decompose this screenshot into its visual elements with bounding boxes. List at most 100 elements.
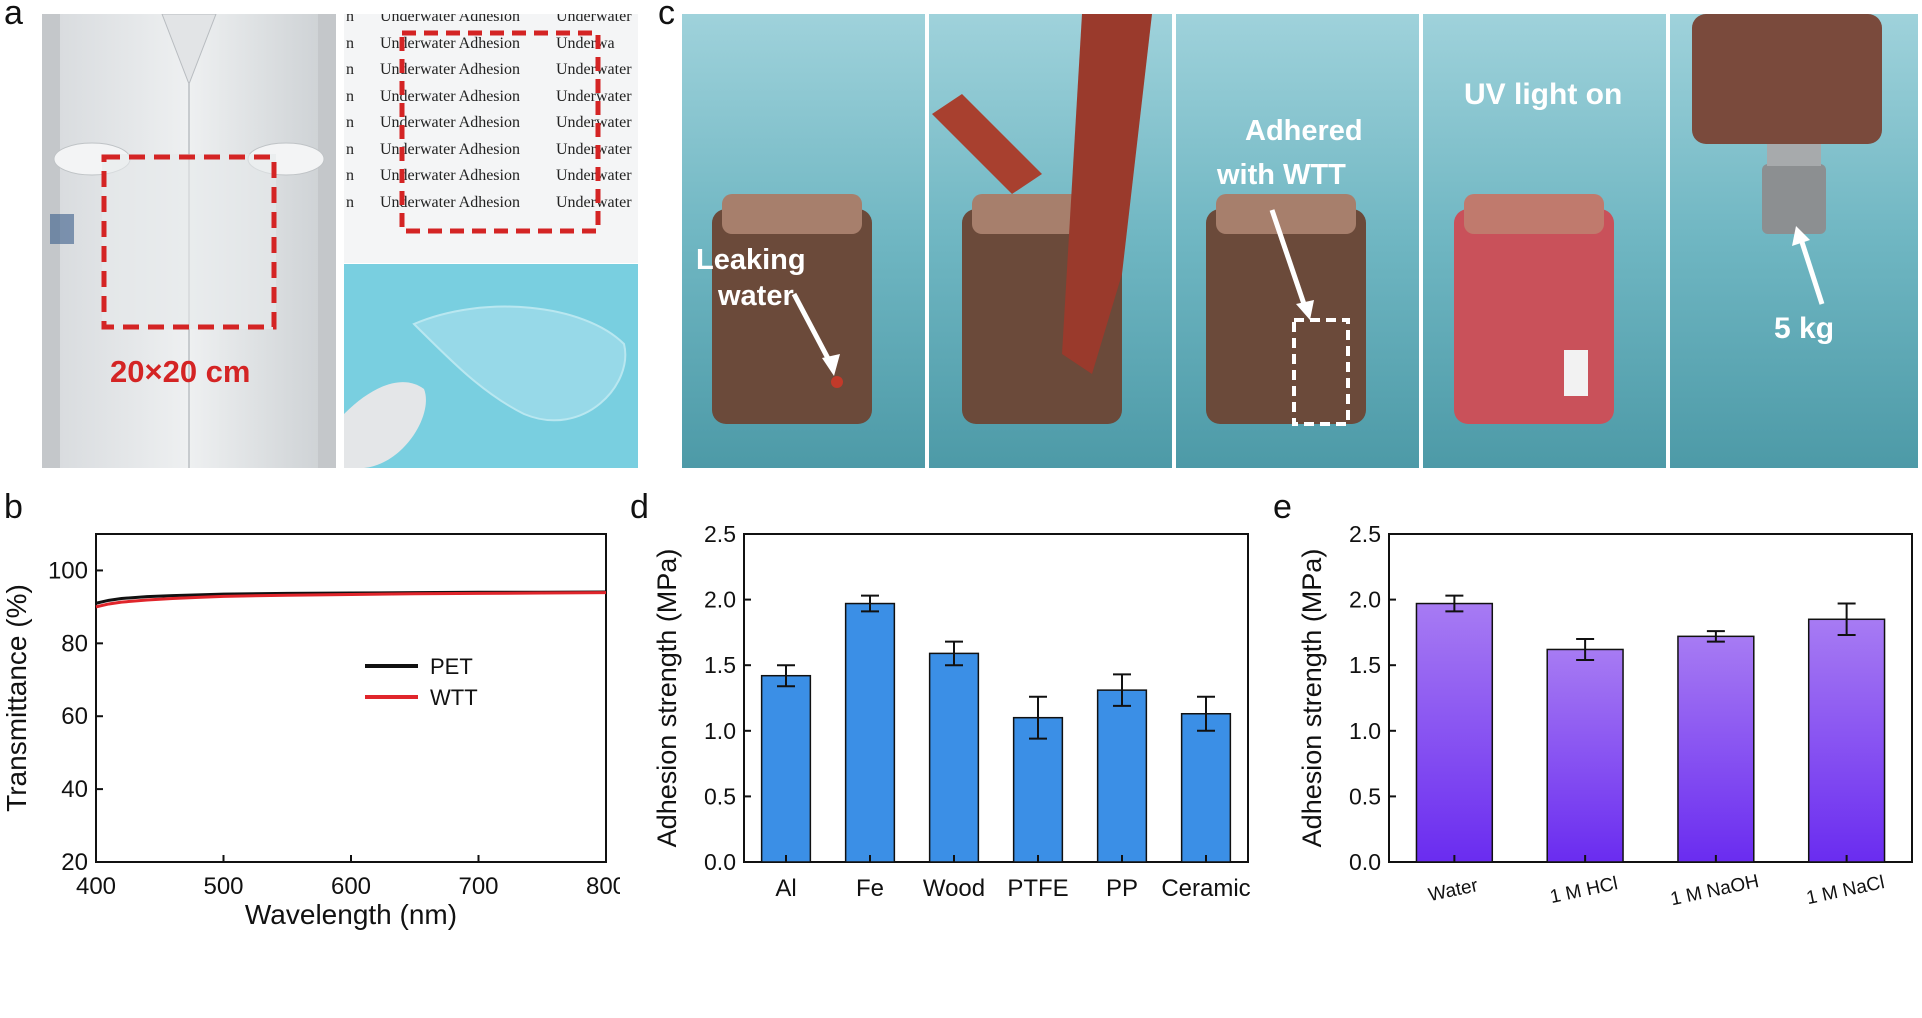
frame-applying xyxy=(929,14,1172,468)
x-tick-label: Wood xyxy=(923,875,985,902)
x-tick-label: 800 xyxy=(586,873,620,900)
photo-text-behind-film: n Underwater Adhesion Underwater n Underwate… xyxy=(344,14,638,263)
x-tick-label: PP xyxy=(1106,875,1138,902)
adhered-label-line1: Adhered xyxy=(1245,115,1363,147)
x-tick-label: 1 M HCl xyxy=(1548,873,1619,908)
paper-text: Underwater xyxy=(556,14,632,25)
panel-label-e: e xyxy=(1273,488,1292,526)
paper-text: Underwater Adhesion xyxy=(380,167,520,184)
bar-pp xyxy=(1096,689,1148,863)
uv-label: UV light on xyxy=(1464,78,1622,111)
paper-text: n xyxy=(346,140,354,158)
y-tick-label: 1.5 xyxy=(1349,652,1381,678)
lab-coat-scene xyxy=(42,14,336,468)
y-tick-label: 1.0 xyxy=(1349,718,1381,744)
x-tick-label: 400 xyxy=(76,873,116,900)
paper-text: Underwater Adhesion xyxy=(380,34,520,52)
photo-bent-film xyxy=(344,264,638,468)
x-tick-label: Water xyxy=(1427,875,1481,906)
panel-label-c: c xyxy=(658,0,675,32)
film-size-label: 20×20 cm xyxy=(110,354,251,389)
arrow-weight xyxy=(1792,226,1825,305)
x-tick-label: 700 xyxy=(458,873,498,900)
x-tick-label: Fe xyxy=(856,875,884,902)
bar-1-m-nacl xyxy=(1807,618,1886,863)
panel-label-d: d xyxy=(630,488,649,526)
paper-text: n xyxy=(346,193,354,211)
paper-text: Underwater Adhesion xyxy=(380,14,520,25)
bar-fe xyxy=(844,602,896,863)
y-tick-label: 1.5 xyxy=(704,652,736,678)
x-tick-label: 500 xyxy=(203,873,243,900)
chart-adhesion-substrates: 0.0 0.5 1.0 1.5 2.0 2.5 Adhesion strength (MPa… xyxy=(652,521,1251,902)
chart-adhesion-solutions: 0.0 0.5 1.0 1.5 2.0 2.5 Adhesion strength (MPa… xyxy=(1297,521,1913,910)
paper-text: n xyxy=(346,87,354,105)
x-tick-label: 600 xyxy=(331,873,371,900)
y-tick-label: 20 xyxy=(61,849,88,876)
y-tick-label: 60 xyxy=(61,703,88,730)
plot-frame xyxy=(743,533,1249,863)
bar-water xyxy=(1415,602,1494,863)
paper-text: n xyxy=(346,34,354,52)
paper-text: Underwater Adhesion xyxy=(380,114,520,131)
legend-label-wtt: WTT xyxy=(430,685,478,710)
y-tick-label: 2.0 xyxy=(704,587,736,613)
paper-text: Underwater Adhesion xyxy=(380,140,520,158)
bar-wood xyxy=(928,652,980,863)
x-tick-label: 1 M NaOH xyxy=(1669,871,1761,910)
bar-ptfe xyxy=(1012,716,1064,863)
bar-ceramic xyxy=(1180,712,1232,863)
paper-text: Underwater Adhesion xyxy=(380,193,520,211)
y-tick-label: 2.5 xyxy=(1349,521,1381,547)
photo-lab-coat-film: 20×20 cm xyxy=(42,14,336,468)
paper-text-lines: n Underwater Adhesion Underwater n Underwate… xyxy=(344,14,638,263)
panel-label-a: a xyxy=(4,0,23,32)
series-line-wtt xyxy=(95,591,607,609)
film-outline-paper xyxy=(399,30,601,234)
leak-label-line1: Leaking xyxy=(696,244,806,276)
y-tick-label: 2.0 xyxy=(1349,587,1381,613)
bar-1-m-hcl xyxy=(1546,648,1624,863)
photo-sequence-c: Leaking water Adhered with WTT UV light … xyxy=(682,14,1918,468)
x-tick-label: Ceramic xyxy=(1161,875,1250,902)
panel-label-b: b xyxy=(4,488,23,526)
x-tick-label: 1 M NaCl xyxy=(1805,872,1887,909)
frame-uv xyxy=(1423,14,1666,468)
paper-text: n xyxy=(346,114,354,131)
y-tick-label: 0.5 xyxy=(704,783,736,809)
bar-1-m-naoh xyxy=(1677,635,1755,863)
paper-text: Underwater xyxy=(556,87,632,105)
y-axis-label: Adhesion strength (MPa) xyxy=(652,549,682,848)
y-axis-label: Transmittance (%) xyxy=(1,584,32,812)
paper-text: n xyxy=(346,61,354,78)
y-tick-label: 40 xyxy=(61,776,88,803)
chart-transmittance: 400 500 600 700 800 20 40 60 80 100 Wavelength (nm… xyxy=(1,533,620,930)
paper-text: Underwater Adhesion xyxy=(380,87,520,105)
frame-leaking xyxy=(682,14,925,468)
bar-al xyxy=(760,674,812,863)
y-tick-label: 100 xyxy=(48,557,88,584)
paper-text: Underwater xyxy=(556,61,632,78)
y-tick-label: 2.5 xyxy=(704,521,736,547)
adhered-label-line2: with WTT xyxy=(1216,159,1346,191)
x-tick-label: Al xyxy=(775,875,796,902)
weight-label: 5 kg xyxy=(1774,312,1834,345)
paper-text: n xyxy=(346,167,354,184)
arrow-leak xyxy=(791,292,840,376)
y-tick-label: 0.0 xyxy=(704,849,736,875)
plot-frame xyxy=(1388,533,1913,863)
paper-text: Underwater xyxy=(556,114,632,131)
plot-frame xyxy=(95,533,607,863)
leak-repair-sequence: Leaking water Adhered with WTT UV light … xyxy=(682,14,1918,468)
paper-text: Underwater xyxy=(556,193,632,211)
paper-text: n xyxy=(346,14,354,25)
frame-adhered xyxy=(1176,14,1419,468)
arrow-adhered xyxy=(1269,209,1314,320)
y-tick-label: 80 xyxy=(61,630,88,657)
x-tick-label: PTFE xyxy=(1007,875,1068,902)
y-tick-label: 0.0 xyxy=(1349,849,1381,875)
y-axis-label: Adhesion strength (MPa) xyxy=(1297,549,1327,848)
paper-text: Underwater xyxy=(556,140,632,158)
film-outline xyxy=(101,154,277,330)
y-tick-label: 0.5 xyxy=(1349,783,1381,809)
